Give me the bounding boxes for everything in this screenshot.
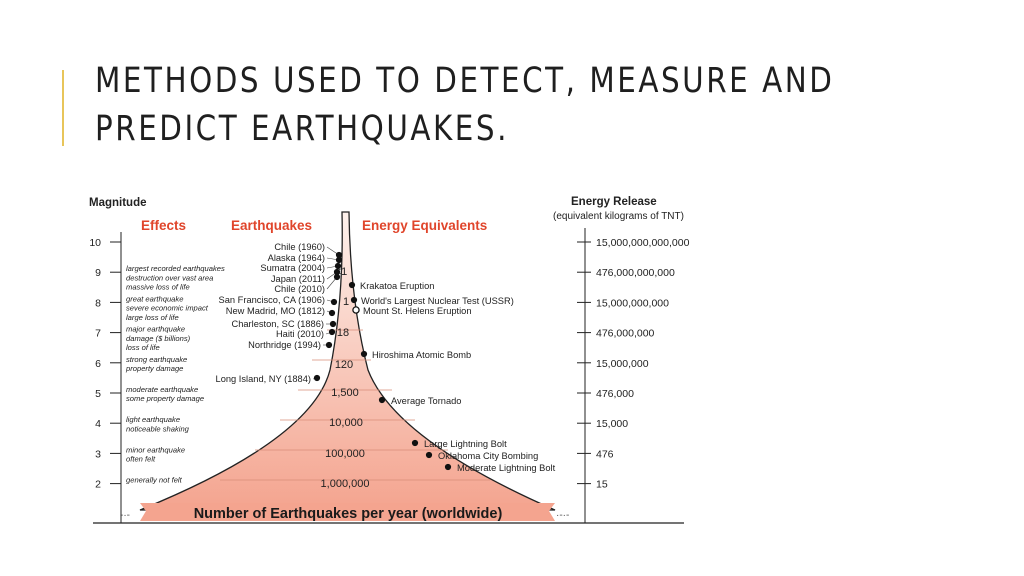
slide-title: Methods used to detect, measure and pred… xyxy=(95,57,834,153)
energy-label: 15,000 xyxy=(596,418,628,430)
annual-count-label: 10,000 xyxy=(329,417,363,429)
earthquakes-header: Earthquakes xyxy=(231,218,312,233)
energy-equivalent-label: Oklahoma City Bombing xyxy=(438,451,538,461)
magnitude-label: 6 xyxy=(95,358,101,370)
energy-equivalent-marker xyxy=(352,306,360,314)
earthquake-marker xyxy=(329,320,337,328)
energy-equivalent-label: World's Largest Nuclear Test (USSR) xyxy=(361,296,514,306)
effect-description: damage ($ billions) xyxy=(126,334,191,343)
earthquake-marker xyxy=(330,298,338,306)
earthquake-label: Sumatra (2004) xyxy=(260,263,325,273)
earthquake-label: Charleston, SC (1886) xyxy=(232,319,325,329)
earthquake-marker xyxy=(313,374,321,382)
equivalents-header: Energy Equivalents xyxy=(362,218,487,233)
energy-header: Energy Release xyxy=(571,196,657,208)
magnitude-label: 9 xyxy=(95,267,101,279)
energy-label: 15,000,000,000 xyxy=(596,297,669,309)
effect-description: some property damage xyxy=(126,394,204,403)
annual-count-label: 1 xyxy=(343,296,349,308)
annual-count-label: 120 xyxy=(335,359,353,371)
baseline-dots-right: ·-·- xyxy=(556,510,569,521)
title-line-2: predict earthquakes. xyxy=(95,109,509,149)
magnitude-label: 8 xyxy=(95,297,101,309)
earthquake-marker xyxy=(335,251,343,259)
energy-equivalent-label: Moderate Lightning Bolt xyxy=(457,463,556,473)
earthquake-label: New Madrid, MO (1812) xyxy=(226,306,325,316)
effect-description: light earthquake xyxy=(126,415,180,424)
magnitude-label: 5 xyxy=(95,388,101,400)
earthquake-frequency-cone xyxy=(139,211,556,511)
energy-equivalent-marker xyxy=(425,451,433,459)
energy-equivalent-label: Krakatoa Eruption xyxy=(360,281,434,291)
effects-header: Effects xyxy=(141,218,186,233)
effect-description: loss of life xyxy=(126,343,160,352)
cone-frequency-lines xyxy=(220,329,490,481)
effect-description: strong earthquake xyxy=(126,355,187,364)
energy-equivalent-marker xyxy=(378,396,386,404)
effect-description: largest recorded earthquakes xyxy=(126,264,225,273)
energy-subheader: (equivalent kilograms of TNT) xyxy=(553,211,684,222)
baseline-dots-left: -·- xyxy=(120,510,130,521)
earthquake-label: Chile (2010) xyxy=(274,284,325,294)
title-line-1: Methods used to detect, measure and xyxy=(95,61,835,101)
effect-description: moderate earthquake xyxy=(126,385,198,394)
effect-description: often felt xyxy=(126,455,156,464)
effect-description: minor earthquake xyxy=(126,445,185,454)
effect-description: severe economic impact xyxy=(126,304,209,313)
energy-label: 476,000 xyxy=(596,388,634,400)
accent-bar xyxy=(62,70,64,146)
earthquake-marker xyxy=(334,262,342,270)
magnitude-label: 4 xyxy=(95,418,101,430)
effect-description: great earthquake xyxy=(126,294,183,303)
energy-label: 15,000,000,000,000 xyxy=(596,237,690,249)
energy-equivalent-label: Hiroshima Atomic Bomb xyxy=(372,350,471,360)
energy-equivalent-label: Average Tornado xyxy=(391,396,461,406)
earthquake-marker xyxy=(333,268,341,276)
effect-description: major earthquake xyxy=(126,325,185,334)
earthquake-label: Alaska (1964) xyxy=(268,253,325,263)
energy-equivalent-marker xyxy=(350,296,358,304)
energy-equivalent-marker xyxy=(411,439,419,447)
earthquake-label: Chile (1960) xyxy=(274,242,325,252)
effect-description: massive loss of life xyxy=(126,283,190,292)
earthquake-label: Long Island, NY (1884) xyxy=(216,374,311,384)
earthquake-label: Haiti (2010) xyxy=(276,329,324,339)
bottom-banner-label: Number of Earthquakes per year (worldwid… xyxy=(194,506,503,522)
energy-equivalent-marker xyxy=(360,350,368,358)
bottom-banner-shape xyxy=(140,503,555,521)
magnitude-label: 3 xyxy=(95,448,101,460)
magnitude-header: Magnitude xyxy=(89,197,147,209)
energy-label: 476,000,000,000 xyxy=(596,267,675,279)
energy-equivalent-marker xyxy=(348,281,356,289)
annual-count-label: 100,000 xyxy=(325,448,365,460)
earthquake-marker xyxy=(335,256,343,264)
energy-label: 15 xyxy=(596,479,608,491)
energy-label: 476,000,000 xyxy=(596,328,655,340)
earthquake-marker xyxy=(325,341,333,349)
annual-count-label: 1,000,000 xyxy=(321,478,370,490)
energy-label: 476 xyxy=(596,448,614,460)
effect-description: property damage xyxy=(125,364,183,373)
annual-count-label: 18 xyxy=(337,327,349,339)
magnitude-label: 10 xyxy=(89,237,101,249)
earthquake-marker xyxy=(328,309,336,317)
effect-description: noticeable shaking xyxy=(126,424,190,433)
earthquake-label: Northridge (1994) xyxy=(248,340,321,350)
earthquake-label: San Francisco, CA (1906) xyxy=(219,295,325,305)
magnitude-label: 7 xyxy=(95,328,101,340)
energy-equivalent-label: Mount St. Helens Eruption xyxy=(363,306,472,316)
earthquake-marker xyxy=(333,273,341,281)
energy-label: 15,000,000 xyxy=(596,358,649,370)
earthquake-marker xyxy=(328,328,336,336)
energy-equivalent-label: Large Lightning Bolt xyxy=(424,439,507,449)
annual-count-label: 1,500 xyxy=(331,387,359,399)
effect-description: destruction over vast area xyxy=(126,273,213,282)
effect-description: large loss of life xyxy=(126,313,179,322)
effect-description: generally not felt xyxy=(126,476,183,485)
magnitude-label: 2 xyxy=(95,479,101,491)
earthquake-label: Japan (2011) xyxy=(271,274,325,284)
energy-equivalent-marker xyxy=(444,463,452,471)
